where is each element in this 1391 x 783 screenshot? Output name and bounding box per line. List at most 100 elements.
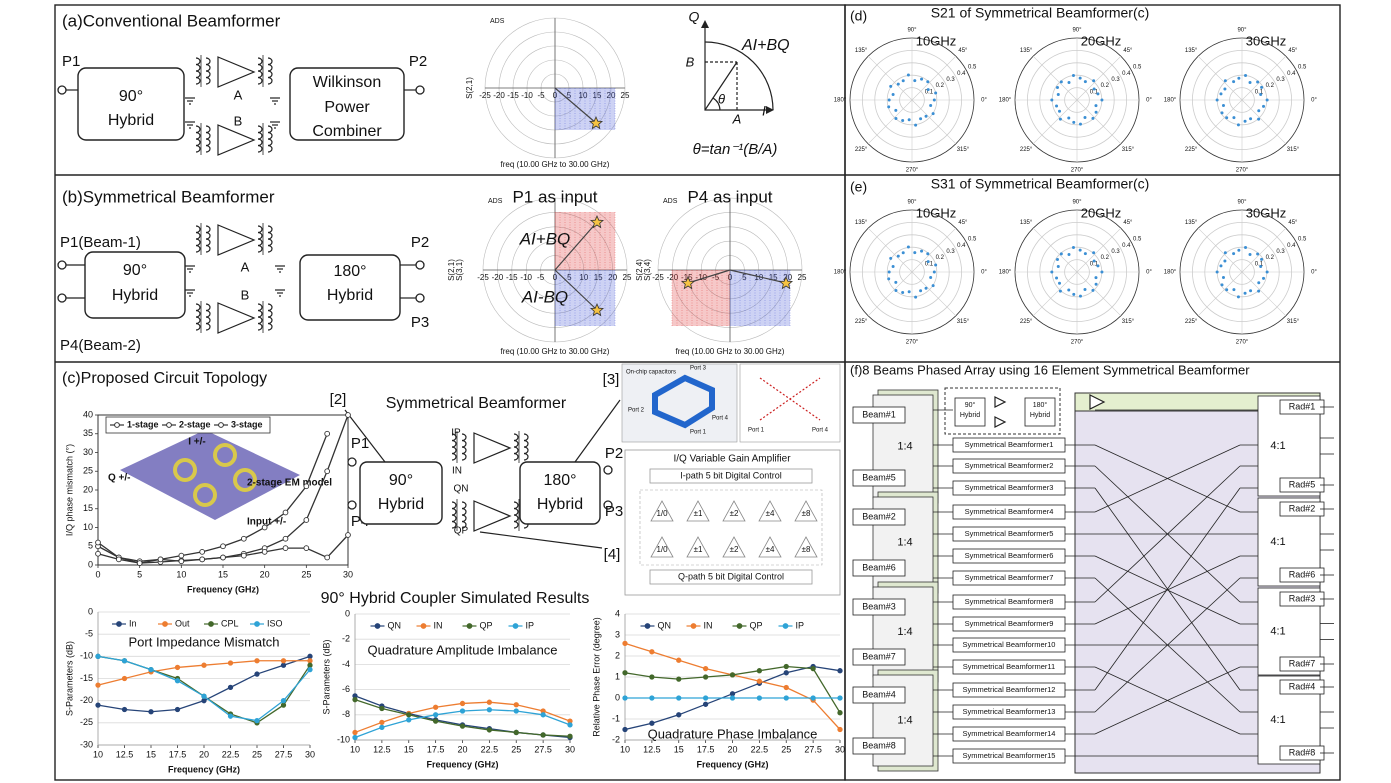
label: IN (452, 466, 462, 477)
label: I +/- (188, 437, 206, 448)
label: 0.2 (1266, 83, 1275, 89)
wire (554, 87, 597, 124)
label: Power (324, 99, 370, 116)
sample-dot (889, 84, 893, 88)
legend-marker (218, 422, 224, 428)
label: 270° (1236, 340, 1249, 346)
label: Hybrid (112, 287, 158, 304)
label: 25 (252, 749, 262, 759)
point (837, 668, 843, 674)
label: 225° (1185, 319, 1198, 325)
label: 15 (594, 273, 603, 282)
label: Q +/- (108, 473, 131, 484)
wire (1094, 555, 1241, 625)
label: ±1 (694, 509, 703, 518)
point (622, 726, 628, 733)
label: Beam#6 (862, 562, 896, 572)
point (307, 653, 313, 659)
sample-dot (1219, 264, 1223, 268)
label: AI-BQ (521, 287, 568, 306)
label: 315° (957, 147, 970, 153)
sample-dot (1262, 276, 1266, 280)
sample-dot (887, 277, 891, 281)
point (178, 552, 185, 559)
label: I (762, 103, 766, 119)
label: 90° (907, 28, 917, 34)
label: IP (451, 428, 461, 439)
sample-dot (1092, 87, 1096, 91)
label: [2] (330, 391, 347, 408)
label: 1/0 (656, 509, 668, 518)
label: Symmetrical Beamformer12 (963, 685, 1056, 694)
label: P3 (605, 503, 623, 520)
label: ISO (267, 618, 283, 628)
sample-dot (931, 284, 935, 288)
point (783, 695, 789, 701)
label: -6 (342, 684, 350, 694)
coil (451, 446, 457, 455)
coil (205, 57, 211, 66)
label: 225° (1020, 147, 1033, 153)
label: 45° (1288, 220, 1298, 226)
point (352, 729, 358, 736)
label: QP (480, 620, 493, 630)
label: Rad#8 (1289, 747, 1316, 757)
box (852, 686, 906, 704)
label: 90° (389, 472, 413, 489)
label: 4:1 (1270, 440, 1285, 452)
sample-dot (1232, 116, 1236, 120)
coil (205, 63, 211, 72)
sample-dot (1215, 270, 1219, 274)
label: (d) (850, 8, 867, 24)
wire (1032, 271, 1078, 317)
wire (1094, 465, 1241, 603)
coil (451, 507, 457, 516)
label: 180° (1033, 401, 1048, 409)
point (136, 560, 143, 566)
point (756, 695, 763, 701)
label: 30GHz (1246, 33, 1286, 48)
coil (205, 144, 211, 153)
coil (461, 452, 467, 461)
sample-dot (901, 251, 905, 255)
label: 0.5 (1298, 237, 1307, 243)
coil (267, 303, 273, 312)
label: Beam#7 (862, 651, 896, 661)
sample-dot (889, 256, 893, 260)
label: I/Q phase mismatch (°) (64, 444, 74, 536)
sample-dot (1071, 73, 1075, 77)
label: 20 (199, 749, 209, 759)
coil (205, 76, 211, 85)
label: 3-stage (231, 419, 263, 429)
label: Frequency (GHz) (168, 764, 240, 774)
label: -30 (80, 739, 93, 749)
point (702, 695, 709, 701)
box (621, 363, 738, 443)
amplifier (473, 432, 512, 464)
coil (257, 225, 263, 234)
point (486, 707, 493, 713)
label: A (241, 259, 250, 274)
point (676, 695, 682, 701)
label: 135° (1020, 220, 1033, 226)
label: Symmetrical Beamformer1 (965, 440, 1054, 449)
label: 135° (1020, 48, 1033, 54)
label: 1/0 (656, 545, 668, 554)
label: Port 4 (712, 416, 729, 422)
point (459, 723, 466, 729)
wire (1094, 444, 1241, 513)
label: 0.5 (1298, 65, 1307, 71)
label: Frequency (GHz) (187, 584, 259, 594)
point (783, 684, 789, 691)
sample-dot (894, 117, 898, 121)
legend-marker (782, 623, 789, 629)
point (622, 640, 628, 647)
label: Symmetrical Beamformer5 (965, 529, 1054, 538)
label: Out (175, 618, 190, 628)
label: QN (388, 620, 402, 630)
label: 0.1 (925, 261, 934, 267)
coil (451, 514, 457, 523)
label: 10 (83, 522, 93, 532)
point (540, 732, 546, 738)
point (432, 704, 439, 710)
